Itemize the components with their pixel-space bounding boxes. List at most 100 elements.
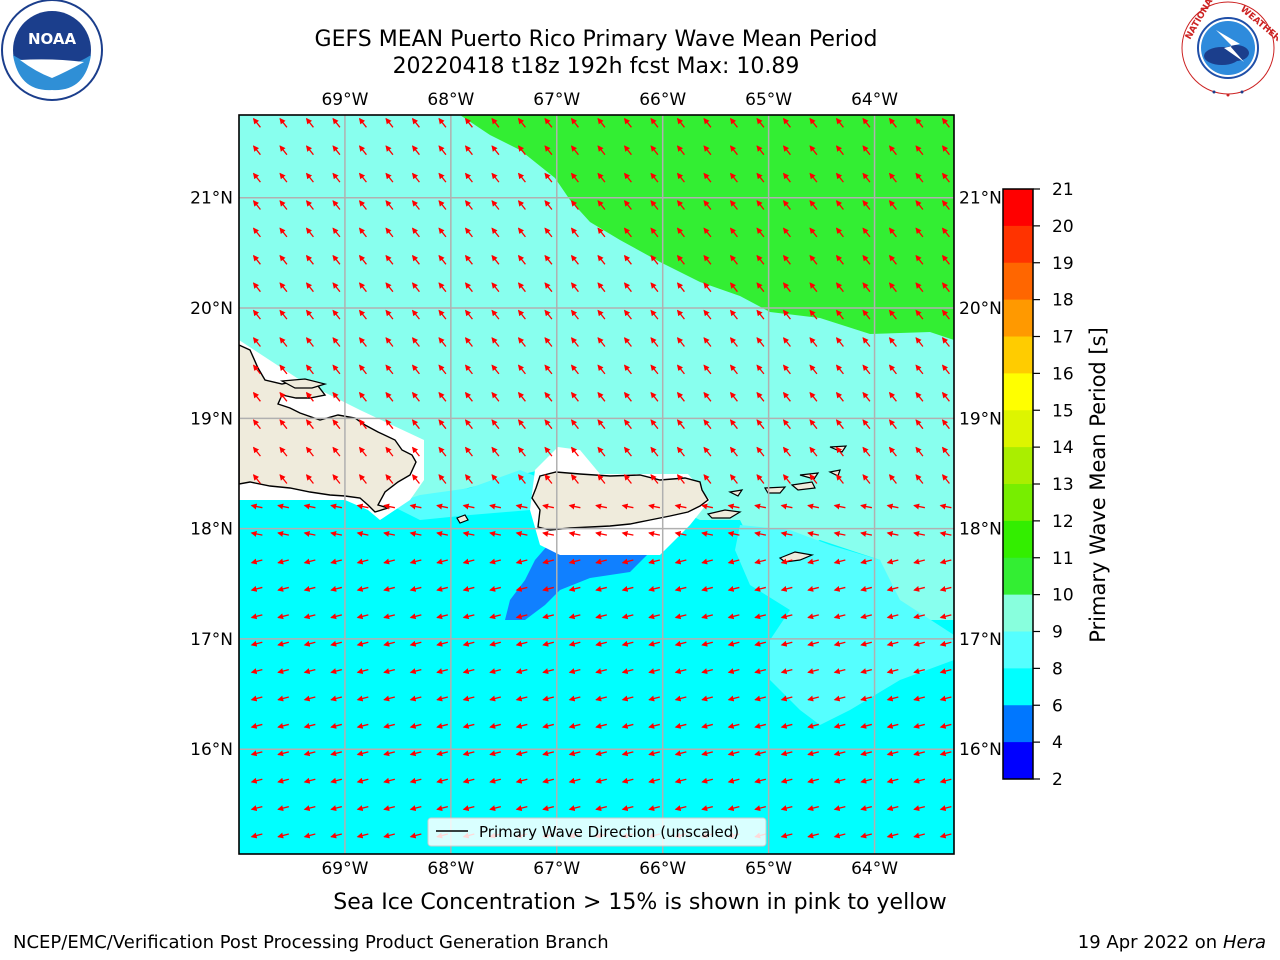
wave-arrow [464, 391, 473, 402]
wave-arrow [462, 805, 475, 812]
wave-arrow [358, 172, 367, 183]
wave-arrow [939, 558, 952, 565]
wave-arrow [544, 446, 553, 457]
wave-arrow [886, 558, 899, 565]
wave-arrow [833, 558, 846, 565]
wave-arrow [623, 254, 632, 265]
wave-arrow [438, 419, 447, 430]
wave-arrow [939, 613, 952, 620]
wave-arrow [809, 446, 818, 457]
wave-arrow [542, 613, 554, 620]
wave-arrow [568, 530, 581, 537]
wave-arrow [250, 530, 263, 537]
wave-arrow [782, 200, 791, 210]
wave-arrow [385, 117, 394, 128]
lon-label-top: 68°W [427, 90, 474, 110]
wave-arrow [809, 419, 818, 430]
wave-arrow [833, 695, 846, 702]
wave-arrow [544, 227, 553, 238]
wave-arrow [886, 503, 899, 510]
wave-arrow [517, 474, 526, 484]
wave-arrow [542, 530, 555, 537]
wave-arrow [754, 640, 766, 647]
wave-arrow [621, 558, 634, 565]
wave-arrow [862, 117, 871, 128]
wave-arrow [939, 832, 952, 839]
wave-arrow [915, 391, 924, 402]
wave-arrow [515, 640, 528, 647]
wave-arrow [807, 723, 819, 729]
lat-label-left: 16°N [190, 740, 233, 760]
lon-label-top: 67°W [533, 90, 580, 110]
wave-arrow [860, 613, 872, 620]
wave-arrow [674, 668, 687, 675]
wave-arrow [939, 695, 952, 702]
colorbar-tick-label: 12 [1052, 512, 1074, 532]
wave-arrow [595, 558, 607, 565]
wave-arrow [886, 750, 899, 757]
wave-arrow [438, 117, 447, 128]
wave-arrow [915, 282, 924, 293]
wave-arrow [701, 750, 713, 757]
wave-arrow [464, 419, 473, 430]
wave-arrow [886, 832, 899, 839]
wave-arrow [544, 145, 553, 156]
wave-arrow [650, 337, 659, 347]
wave-arrow [383, 503, 396, 510]
wave-arrow [860, 530, 873, 537]
wave-arrow [542, 695, 554, 702]
wave-arrow [436, 530, 449, 537]
wave-arrow [862, 172, 871, 183]
wave-arrow [888, 337, 897, 347]
wave-arrow [754, 777, 766, 784]
wave-arrow [780, 613, 793, 620]
wave-arrow [595, 503, 608, 510]
wave-arrow [356, 503, 369, 510]
wave-arrow [915, 419, 924, 430]
wave-arrow [623, 391, 632, 402]
wave-arrow [862, 474, 871, 484]
wave-arrow [277, 668, 289, 675]
wave-arrow [383, 805, 395, 812]
wave-arrow [305, 282, 314, 293]
wave-arrow [491, 282, 500, 293]
wave-arrow [277, 503, 290, 510]
wave-arrow [305, 446, 314, 457]
wave-arrow [438, 227, 447, 238]
wave-arrow [303, 832, 316, 839]
wave-arrow [780, 723, 793, 729]
wave-arrow [438, 254, 447, 265]
wave-arrow [517, 446, 526, 457]
wave-arrow [595, 805, 607, 812]
wave-arrow [356, 668, 369, 675]
wave-arrow [385, 254, 394, 265]
wave-arrow [489, 640, 501, 647]
wave-arrow [358, 474, 367, 484]
colorbar-swatch [1003, 484, 1033, 522]
wave-arrow [358, 145, 367, 156]
wave-arrow [305, 254, 314, 265]
wave-arrow [332, 200, 341, 210]
wave-arrow [676, 200, 685, 210]
wave-arrow [517, 227, 526, 238]
wave-arrow [727, 668, 740, 675]
wave-arrow [913, 832, 925, 839]
wave-arrow [780, 530, 793, 537]
wave-arrow [515, 530, 528, 537]
wave-arrow [356, 832, 369, 839]
wave-arrow [727, 640, 740, 647]
wave-arrow [303, 640, 316, 647]
wave-arrow [860, 586, 872, 592]
wave-arrow [515, 723, 528, 729]
wave-arrow [303, 805, 316, 812]
wave-arrow [409, 832, 422, 839]
wave-arrow [330, 832, 342, 839]
wave-arrow [491, 200, 500, 210]
wave-arrow [464, 282, 473, 293]
wave-arrow [279, 200, 288, 210]
wave-arrow [833, 668, 846, 675]
wave-arrow [862, 145, 871, 156]
wave-arrow [462, 695, 475, 702]
wave-arrow [411, 337, 420, 347]
wave-direction-arrows [250, 117, 952, 839]
